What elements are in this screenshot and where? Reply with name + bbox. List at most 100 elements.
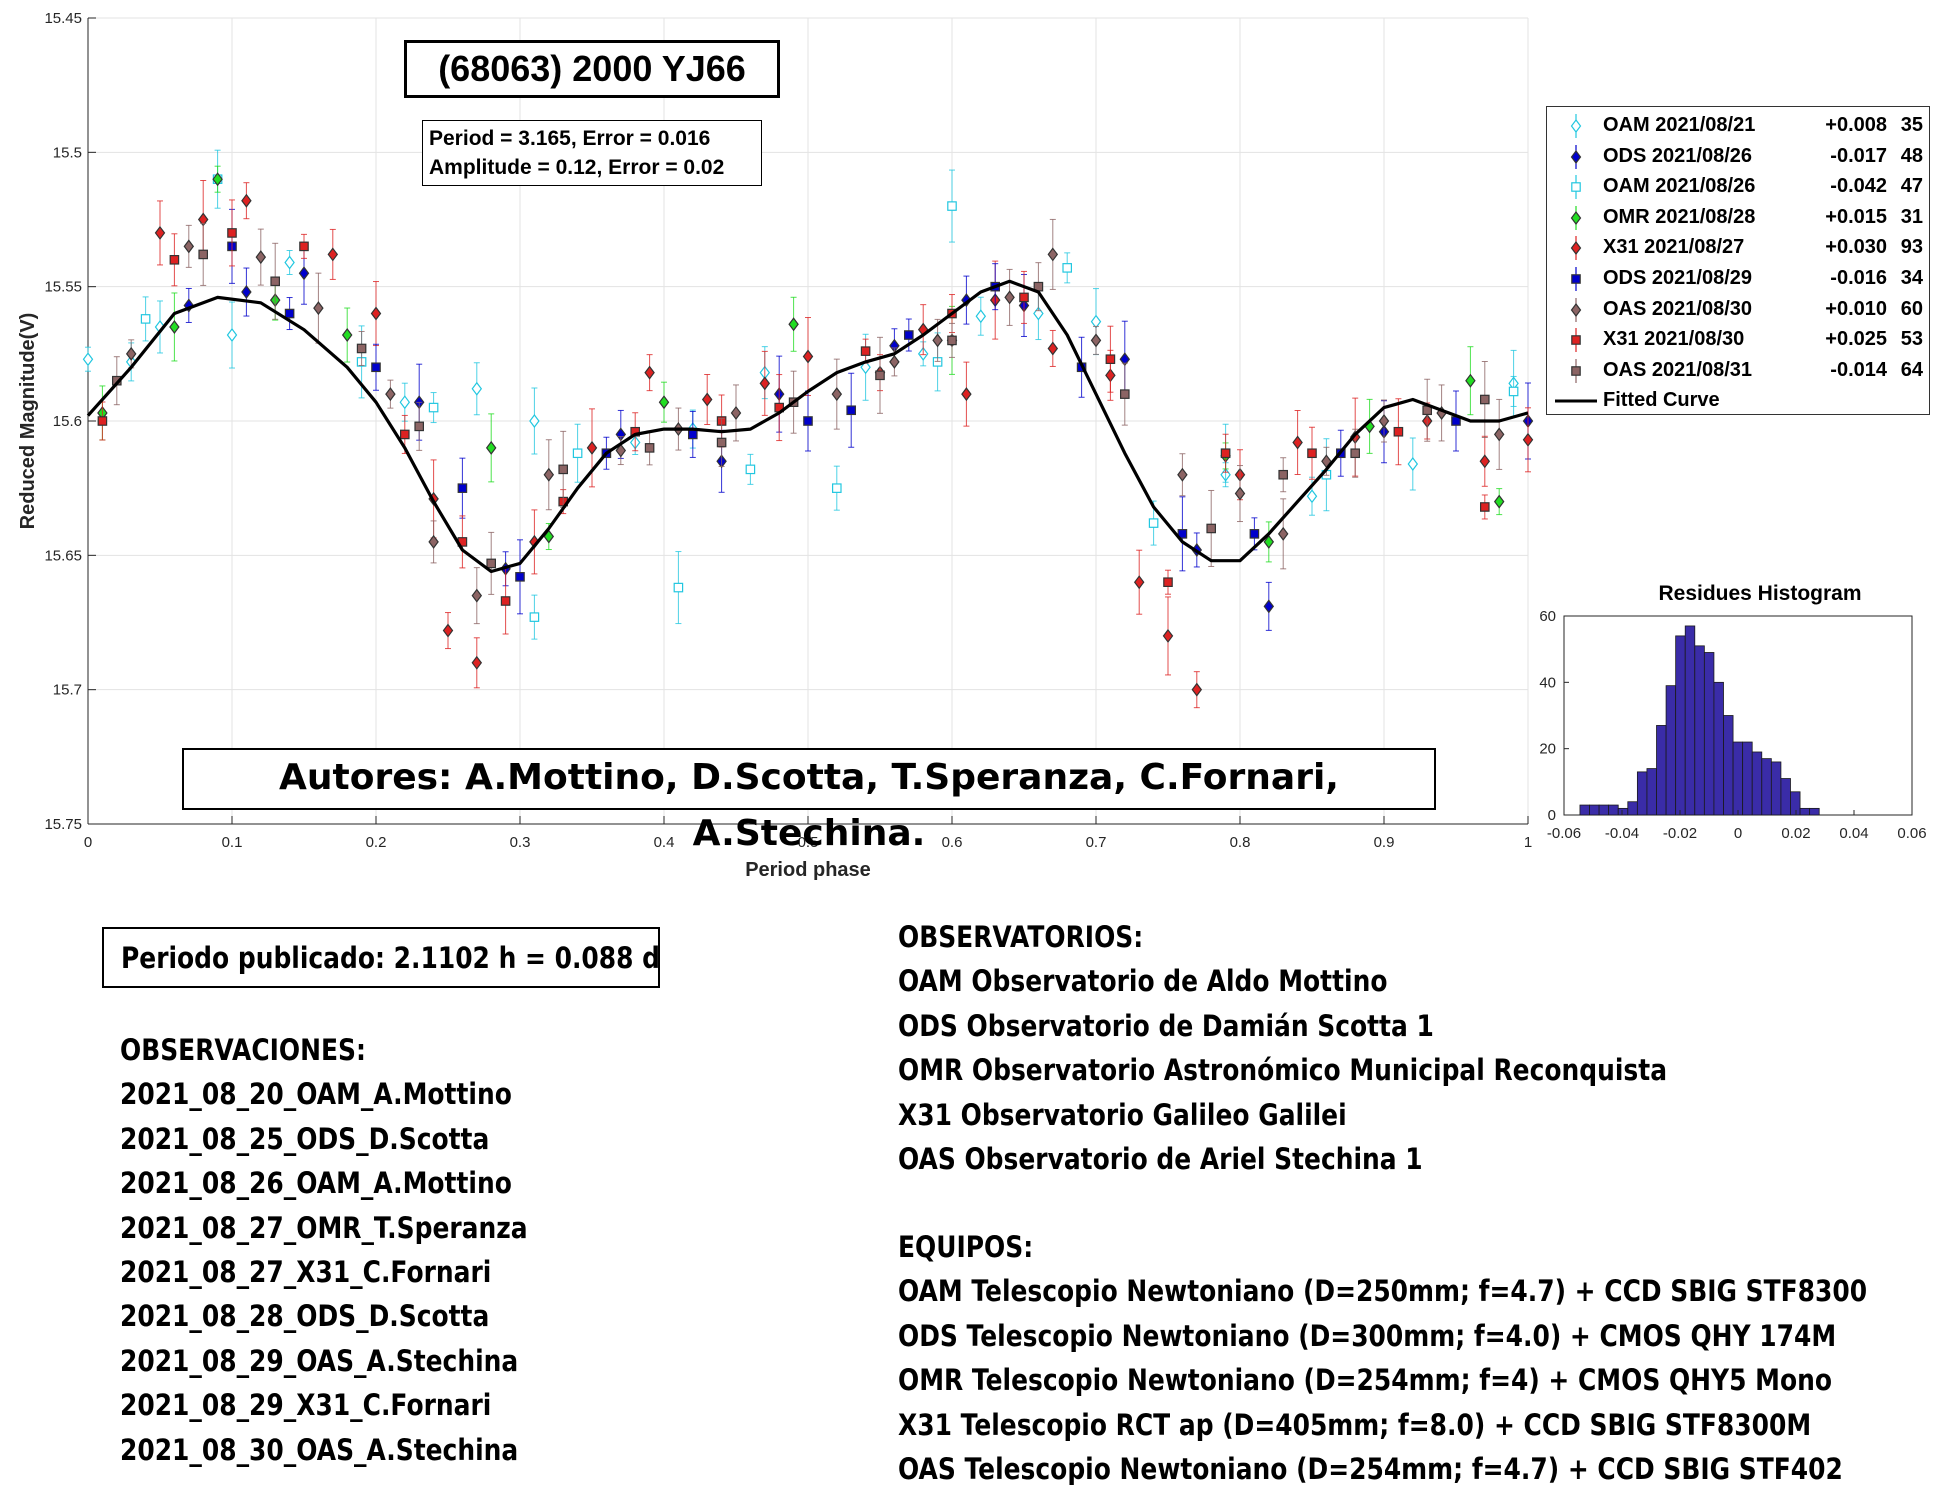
legend-marker	[1571, 267, 1581, 291]
data-point	[1571, 335, 1581, 345]
legend-label: Fitted Curve	[1603, 389, 1720, 412]
legend-entry: ODS 2021/08/26 -0.017 48	[1547, 142, 1931, 172]
legend-entry: ODS 2021/08/29 -0.016 34	[1547, 264, 1931, 294]
histogram-bar	[1790, 791, 1801, 816]
histogram-bar	[1809, 807, 1820, 816]
data-point	[226, 328, 238, 343]
histogram-bar	[1713, 681, 1724, 816]
legend-marker	[1570, 205, 1582, 230]
data-point	[1350, 448, 1360, 459]
data-point	[284, 308, 295, 319]
observaciones-heading: OBSERVACIONES:	[120, 1033, 366, 1067]
legend-offset: -0.016	[1830, 267, 1887, 289]
hist-y-tick-label: 0	[1548, 807, 1556, 824]
hist-x-tick-label: -0.06	[1547, 825, 1581, 842]
data-point	[485, 440, 497, 455]
data-point	[658, 395, 670, 410]
x-tick-label: 0.3	[510, 834, 531, 851]
x-tick-label: 0.9	[1374, 834, 1395, 851]
hist-x-tick-label: 0.06	[1897, 825, 1926, 842]
series-6	[125, 218, 1505, 625]
legend-offset: +0.030	[1825, 236, 1887, 259]
histogram-bar	[1627, 801, 1638, 816]
data-point	[1148, 518, 1159, 528]
legend-entry: OAS 2021/08/30 +0.010 60	[1547, 295, 1931, 325]
data-point	[442, 623, 454, 638]
data-point	[1493, 494, 1505, 509]
data-point	[947, 201, 957, 211]
observacion-item: 2021_08_29_OAS_A.Stechina	[120, 1343, 519, 1378]
observatorio-item: ODS Observatorio de Damián Scotta 1	[898, 1008, 1434, 1043]
legend-count: 93	[1900, 236, 1923, 259]
hist-y-tick-label: 20	[1539, 741, 1556, 758]
observacion-item: 2021_08_27_OMR_T.Speranza	[120, 1210, 528, 1245]
x-tick-label: 0.4	[654, 834, 675, 851]
data-point	[1479, 454, 1491, 469]
data-point	[889, 354, 900, 369]
x-axis-label: Period phase	[745, 859, 871, 881]
data-point	[1407, 456, 1419, 471]
data-point	[212, 172, 223, 187]
data-point	[1133, 575, 1145, 590]
legend-marker	[1571, 328, 1581, 353]
legend-marker	[1570, 144, 1582, 169]
data-point	[97, 416, 108, 426]
data-point	[169, 319, 180, 334]
legend-count: 47	[1900, 175, 1923, 198]
equipo-item: OAS Telescopio Newtoniano (D=254mm; f=4.…	[898, 1452, 1843, 1487]
data-point	[860, 346, 871, 356]
data-point	[169, 255, 180, 265]
legend-count: 31	[1900, 205, 1923, 228]
observacion-item: 2021_08_20_OAM_A.Mottino	[120, 1077, 512, 1112]
hist-x-tick-label: -0.02	[1663, 825, 1697, 842]
legend-offset: +0.008	[1825, 114, 1887, 136]
chart-legend: OAM 2021/08/21 +0.008 35 ODS 2021/08/26 -0.0…	[1546, 106, 1930, 415]
histogram-bar	[1684, 625, 1696, 816]
data-point	[227, 228, 237, 238]
data-point	[371, 362, 381, 373]
histogram-bar	[1780, 778, 1791, 816]
data-point	[1047, 341, 1059, 356]
legend-offset: +0.010	[1825, 297, 1887, 320]
data-point	[370, 306, 382, 321]
data-point	[457, 483, 468, 493]
histogram-bar	[1703, 652, 1715, 816]
histogram-bar	[1656, 725, 1667, 816]
legend-entry: OMR 2021/08/28 +0.015 31	[1547, 203, 1931, 233]
data-point	[615, 443, 627, 458]
data-point	[1163, 577, 1173, 587]
hist-x-tick-label: 0.04	[1839, 825, 1868, 842]
legend-label: OAM 2021/08/26	[1603, 175, 1756, 198]
y-axis-label: Reduced Magnitude(V)	[17, 313, 39, 530]
y-tick-label: 15.55	[44, 279, 82, 296]
equipo-item: OAM Telescopio Newtoniano (D=250mm; f=4.…	[898, 1274, 1868, 1309]
legend-count: 34	[1900, 267, 1923, 289]
data-point	[428, 402, 439, 413]
data-point	[1306, 489, 1318, 504]
hist-x-tick-label: 0.02	[1781, 825, 1810, 842]
observacion-item: 2021_08_28_ODS_D.Scotta	[120, 1299, 490, 1334]
legend-offset: -0.014	[1830, 358, 1887, 381]
data-point	[1177, 529, 1188, 539]
histogram-bar	[1742, 741, 1753, 816]
data-point	[1162, 628, 1174, 643]
legend-count: 64	[1900, 358, 1923, 381]
fitted-curve	[86, 279, 1529, 574]
data-point	[1090, 333, 1102, 348]
period-info-line2: Amplitude = 0.12, Error = 0.02	[429, 156, 725, 179]
x-tick-label: 0	[84, 834, 92, 851]
data-point	[284, 255, 295, 270]
legend-marker	[1555, 399, 1597, 403]
data-point	[1004, 290, 1015, 305]
equipos-heading: EQUIPOS:	[898, 1230, 1034, 1264]
data-point	[1493, 427, 1505, 442]
data-point	[1570, 149, 1582, 164]
data-point	[1234, 486, 1246, 501]
observacion-item: 2021_08_27_X31_C.Fornari	[120, 1255, 492, 1290]
data-point	[1206, 523, 1216, 534]
data-point	[1119, 389, 1130, 399]
histogram-bar	[1761, 758, 1772, 816]
histogram-bar	[1723, 715, 1734, 816]
data-point	[341, 328, 353, 343]
legend-count: 53	[1900, 328, 1923, 351]
